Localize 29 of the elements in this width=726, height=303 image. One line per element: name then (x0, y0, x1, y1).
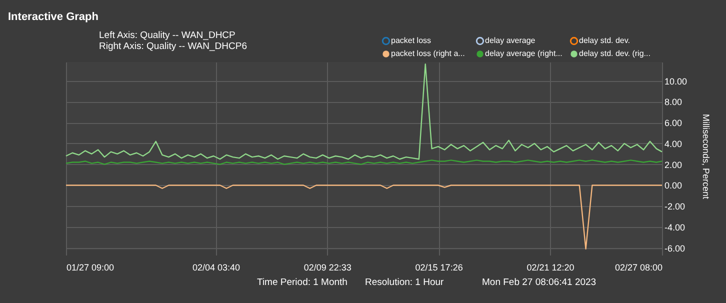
y-tick-label: 8.00 (664, 97, 682, 108)
y-tick-label: 4.00 (664, 138, 682, 149)
line-series (65, 63, 663, 160)
y-tick-label: 10.00 (664, 76, 688, 86)
x-tick-label: 02/04 03:40 (192, 262, 240, 272)
y-axis-title: Milliseconds, Percent (701, 114, 712, 200)
x-tick-label: 02/27 08:00 (614, 262, 662, 272)
x-tick-label: 02/15 17:26 (415, 262, 463, 272)
legend-label: delay average (485, 36, 536, 45)
y-tick-label: 6.00 (664, 118, 682, 128)
legend-label: delay std. dev. (rig... (579, 49, 650, 58)
y-tick-label: -2.00 (664, 202, 686, 212)
y-tick-label: 2.00 (664, 160, 682, 170)
text: Left Axis: Quality -- WAN_DHCP (99, 30, 236, 41)
x-tick-label: 01/27 09:00 (66, 262, 114, 272)
text: Mon Feb 27 08:06:41 2023 (482, 277, 596, 288)
text: Time Period: 1 Month (257, 277, 348, 288)
y-tick-label: -6.00 (664, 243, 686, 254)
text: Right Axis: Quality -- WAN_DHCP6 (99, 41, 247, 52)
legend-label: packet loss (right a... (391, 49, 465, 58)
x-tick-label: 02/21 12:20 (526, 262, 574, 272)
y-tick-label: 0.00 (664, 180, 682, 191)
legend-label: delay std. dev. (579, 36, 630, 45)
chart-title: Interactive Graph (8, 11, 99, 23)
legend-label: packet loss (391, 36, 432, 45)
legend-label: delay average (right... (485, 49, 562, 58)
text: Resolution: 1 Hour (365, 277, 444, 288)
y-tick-label: -4.00 (664, 222, 686, 233)
x-tick-label: 02/09 22:33 (304, 262, 352, 272)
